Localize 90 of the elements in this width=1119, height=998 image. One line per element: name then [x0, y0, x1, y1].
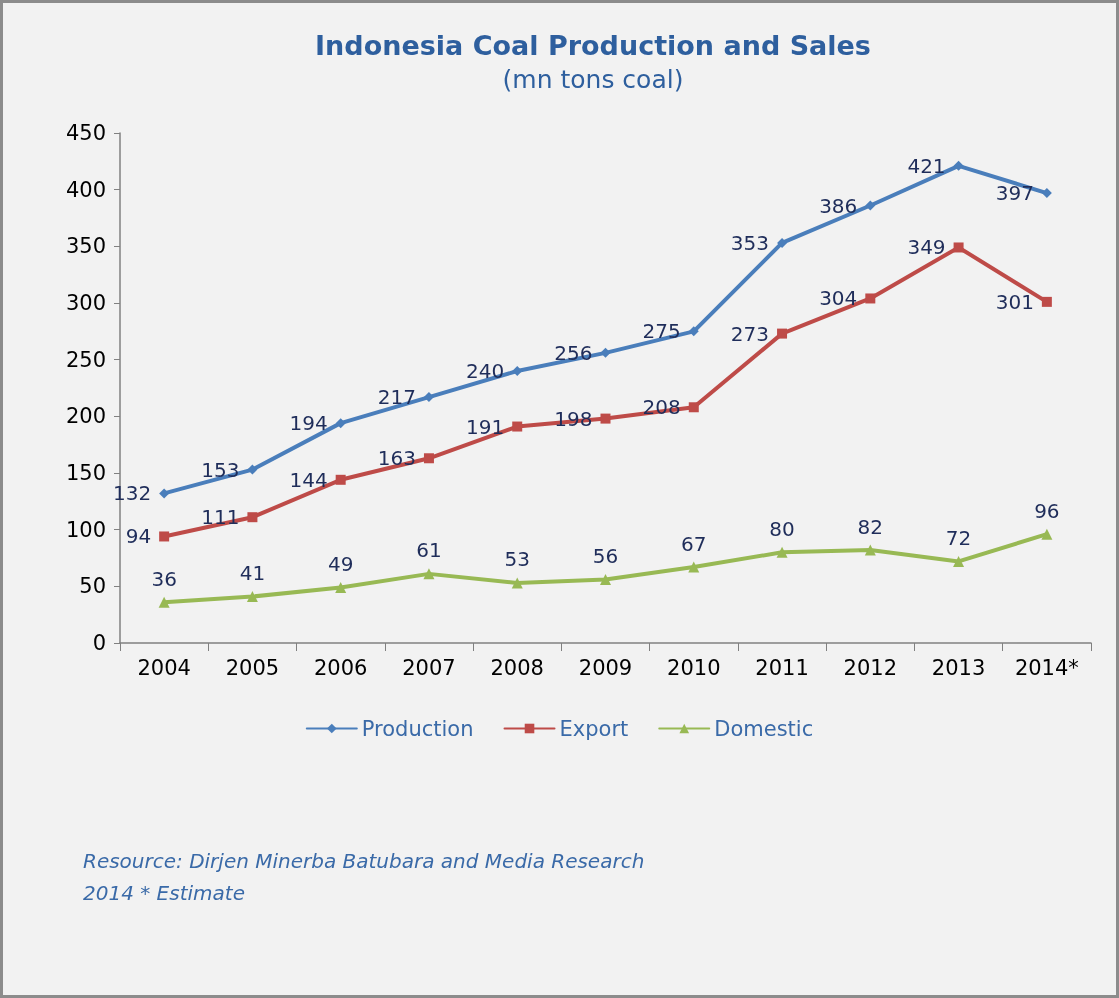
- data-label: 53: [504, 547, 530, 572]
- point: [335, 418, 346, 429]
- data-label: 67: [681, 531, 707, 556]
- point: [335, 581, 347, 593]
- y-tick-label: 450: [65, 121, 106, 145]
- point: [600, 347, 611, 358]
- legend-label: Production: [361, 716, 474, 741]
- text: 2014 * Estimate: [83, 880, 246, 907]
- x-tick-label: 2008: [490, 655, 544, 680]
- y-tick-label: 100: [65, 517, 106, 542]
- data-label: 82: [857, 514, 884, 539]
- data-label: 163: [377, 446, 416, 471]
- legend-label: Domestic: [714, 716, 814, 741]
- x-tick-label: 2012: [843, 655, 898, 680]
- data-label: 349: [907, 235, 946, 260]
- point: [423, 392, 434, 403]
- data-label: 273: [730, 321, 770, 346]
- data-label: 132: [112, 481, 152, 506]
- data-label: 36: [151, 566, 177, 591]
- y-tick-label: 50: [79, 574, 106, 599]
- x-tick-label: 2007: [402, 655, 456, 680]
- data-label: 80: [769, 516, 795, 541]
- point: [247, 512, 258, 523]
- point: [600, 413, 611, 424]
- point: [688, 402, 699, 413]
- data-label: 304: [819, 286, 858, 311]
- y-tick-label: 200: [65, 404, 106, 429]
- data-label: 217: [377, 385, 416, 410]
- data-label: 421: [907, 153, 946, 178]
- data-label: 240: [466, 359, 505, 383]
- data-label: 61: [416, 538, 442, 563]
- data-label: 144: [289, 467, 328, 492]
- point: [777, 237, 788, 248]
- legend-label: Export: [559, 716, 629, 741]
- point: [511, 577, 523, 589]
- point: [247, 464, 258, 475]
- point: [1041, 188, 1052, 199]
- x-tick-label: 2013: [931, 655, 986, 680]
- y-tick-label: 0: [92, 631, 106, 655]
- point: [335, 474, 346, 485]
- y-tick-label: 400: [65, 177, 106, 202]
- point: [423, 568, 435, 580]
- point: [1041, 528, 1053, 540]
- point: [246, 591, 258, 603]
- data-label: 41: [239, 561, 266, 586]
- data-label: 386: [819, 193, 858, 218]
- x-tick-label: 2010: [667, 655, 721, 680]
- point: [777, 328, 788, 339]
- x-tick-label: 2014*: [1014, 655, 1079, 680]
- x-tick-label: 2011: [755, 655, 809, 680]
- data-label: 275: [642, 319, 681, 344]
- data-label: 353: [730, 230, 770, 255]
- data-label: 397: [995, 181, 1034, 206]
- chart-subtitle: (mn tons coal): [502, 65, 684, 94]
- point: [159, 488, 170, 499]
- chart-title: Indonesia Coal Production and Sales: [315, 30, 871, 61]
- data-label: 56: [592, 544, 619, 569]
- x-tick-label: 2005: [225, 655, 280, 680]
- point: [953, 555, 965, 567]
- point: [1041, 296, 1052, 307]
- data-label: 194: [289, 411, 328, 436]
- point: [158, 596, 170, 608]
- y-tick-label: 250: [65, 347, 106, 372]
- point: [864, 544, 876, 556]
- data-label: 153: [201, 457, 240, 482]
- x-tick-label: 2006: [313, 655, 368, 680]
- point: [776, 546, 788, 558]
- data-label: 96: [1034, 498, 1060, 523]
- y-tick-label: 300: [65, 291, 106, 315]
- x-tick-label: 2004: [137, 655, 191, 680]
- data-label: 49: [327, 551, 354, 576]
- point: [423, 453, 434, 464]
- data-label: 191: [466, 414, 505, 439]
- data-label: 301: [995, 289, 1034, 314]
- point: [953, 160, 964, 171]
- data-label: 111: [201, 505, 240, 530]
- y-tick-label: 150: [65, 461, 106, 485]
- x-tick-label: 2009: [578, 655, 633, 680]
- data-label: 72: [945, 525, 972, 550]
- text: Resource: Dirjen Minerba Batubara and Media Research: [83, 848, 645, 875]
- point: [159, 531, 170, 542]
- point: [953, 242, 964, 253]
- y-tick-label: 350: [65, 234, 106, 259]
- point: [865, 200, 876, 211]
- point: [600, 574, 611, 586]
- point: [688, 326, 699, 337]
- point: [688, 561, 700, 573]
- point: [865, 293, 876, 304]
- point: [512, 421, 523, 432]
- data-label: 94: [125, 524, 152, 549]
